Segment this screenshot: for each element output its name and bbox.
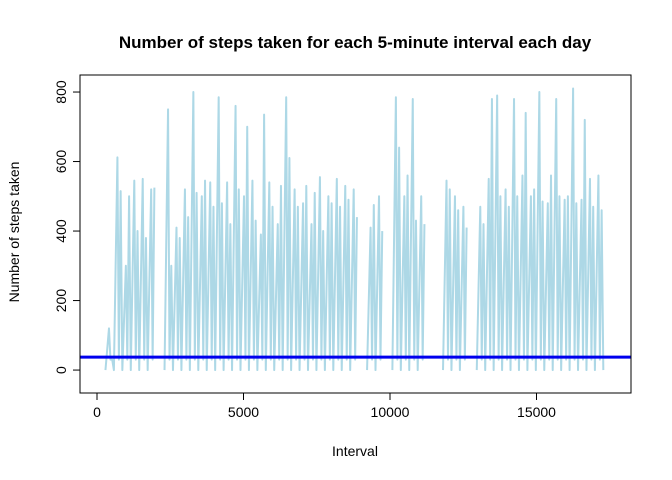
y-tick-label: 400 bbox=[53, 219, 69, 243]
chart-title: Number of steps taken for each 5-minute … bbox=[119, 33, 592, 52]
data-line bbox=[163, 91, 358, 372]
data-line bbox=[391, 96, 426, 372]
data-line bbox=[366, 195, 384, 372]
y-tick-label: 0 bbox=[53, 366, 69, 374]
y-tick-label: 600 bbox=[53, 150, 69, 174]
x-tick-label: 10000 bbox=[371, 404, 410, 420]
y-tick-label: 200 bbox=[53, 289, 69, 313]
x-tick-label: 0 bbox=[93, 404, 101, 420]
x-tick-label: 5000 bbox=[228, 404, 259, 420]
y-axis-label: Number of steps taken bbox=[6, 162, 22, 303]
data-line bbox=[104, 156, 156, 372]
y-tick-label: 800 bbox=[53, 80, 69, 104]
x-axis-label: Interval bbox=[332, 443, 378, 459]
data-line bbox=[475, 87, 605, 372]
data-line bbox=[442, 179, 468, 372]
x-tick-label: 15000 bbox=[517, 404, 556, 420]
